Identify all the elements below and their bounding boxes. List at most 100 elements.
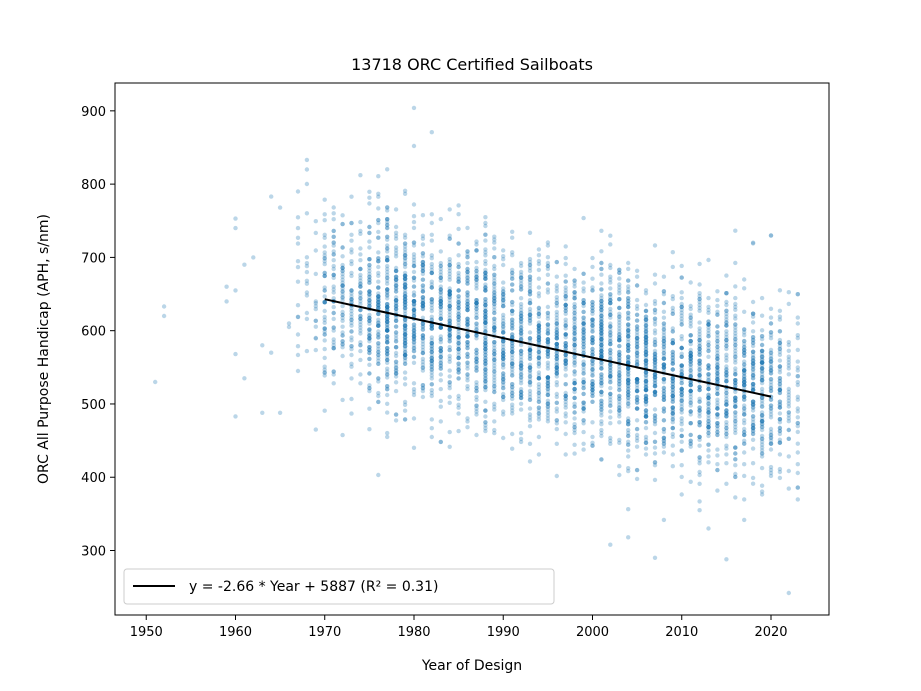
data-point: [697, 396, 702, 401]
data-point: [456, 405, 461, 410]
data-point: [545, 255, 551, 260]
data-point: [313, 304, 318, 309]
data-point: [510, 320, 515, 325]
data-point: [715, 359, 720, 364]
data-point: [393, 371, 399, 376]
data-point: [465, 372, 470, 377]
data-point: [679, 313, 684, 318]
data-point: [313, 336, 318, 341]
data-point: [385, 313, 390, 319]
data-point: [474, 333, 479, 338]
data-point: [527, 424, 533, 429]
data-point: [358, 322, 363, 327]
data-point: [581, 330, 586, 335]
data-point: [456, 323, 461, 328]
data-point: [411, 310, 417, 316]
data-point: [429, 300, 434, 305]
data-point: [367, 356, 372, 362]
data-point: [349, 220, 354, 226]
data-point: [706, 363, 711, 368]
data-point: [608, 362, 613, 367]
data-point: [634, 377, 640, 382]
data-point: [376, 352, 381, 358]
data-point: [358, 372, 363, 377]
data-point: [447, 303, 452, 309]
data-point: [367, 265, 372, 271]
data-point: [518, 284, 524, 289]
data-point: [376, 300, 381, 305]
data-point: [456, 288, 461, 293]
data-point: [706, 325, 711, 330]
data-point: [420, 301, 426, 306]
data-point: [697, 367, 702, 372]
data-point: [402, 241, 408, 246]
data-point: [269, 350, 274, 355]
data-point: [376, 259, 381, 264]
data-point: [358, 284, 363, 289]
data-point: [376, 285, 381, 290]
data-point: [420, 268, 426, 274]
y-tick-label: 700: [81, 251, 106, 266]
data-point: [474, 239, 479, 244]
data-point: [456, 305, 461, 311]
data-point: [438, 363, 443, 368]
data-point: [358, 266, 363, 272]
data-point: [233, 225, 238, 231]
data-point: [474, 300, 479, 306]
data-point: [697, 332, 702, 337]
data-point: [581, 429, 586, 435]
data-point: [161, 304, 167, 309]
data-point: [465, 360, 470, 365]
data-point: [706, 383, 711, 389]
data-point: [626, 439, 631, 444]
data-point: [706, 334, 711, 339]
data-point: [429, 364, 434, 369]
data-point: [483, 367, 488, 372]
data-point: [768, 441, 774, 446]
data-point: [295, 225, 301, 231]
data-point: [617, 420, 622, 425]
data-point: [724, 311, 729, 316]
data-point: [420, 289, 426, 294]
data-point: [661, 362, 667, 367]
data-point: [643, 326, 649, 331]
data-point: [518, 310, 524, 316]
data-point: [411, 345, 417, 351]
data-point: [465, 366, 470, 371]
data-point: [768, 377, 774, 382]
data-point: [385, 328, 390, 333]
data-point: [429, 326, 434, 331]
data-point: [554, 274, 559, 279]
data-point: [340, 333, 345, 338]
data-point: [393, 350, 399, 356]
data-point: [697, 423, 702, 428]
data-point: [733, 366, 738, 371]
data-point: [599, 351, 604, 357]
data-point: [777, 314, 783, 319]
data-point: [599, 381, 604, 386]
data-point: [572, 316, 577, 321]
data-point: [358, 284, 363, 289]
data-point: [385, 322, 390, 327]
data-point: [483, 276, 488, 281]
data-point: [626, 266, 631, 272]
data-point: [420, 259, 426, 265]
data-point: [322, 408, 327, 413]
data-point: [438, 316, 443, 321]
data-point: [661, 309, 667, 314]
data-point: [367, 230, 372, 236]
data-point: [447, 336, 452, 341]
y-tick-label: 500: [81, 398, 106, 413]
data-point: [331, 240, 336, 245]
data-point: [786, 301, 791, 307]
data-point: [402, 335, 408, 340]
data-point: [679, 463, 684, 468]
data-point: [331, 205, 336, 210]
data-point: [474, 412, 479, 417]
data-point: [376, 344, 381, 349]
data-point: [233, 216, 238, 221]
data-point: [402, 294, 408, 299]
data-point: [447, 339, 452, 344]
data-point: [420, 327, 426, 332]
data-point: [483, 311, 488, 317]
